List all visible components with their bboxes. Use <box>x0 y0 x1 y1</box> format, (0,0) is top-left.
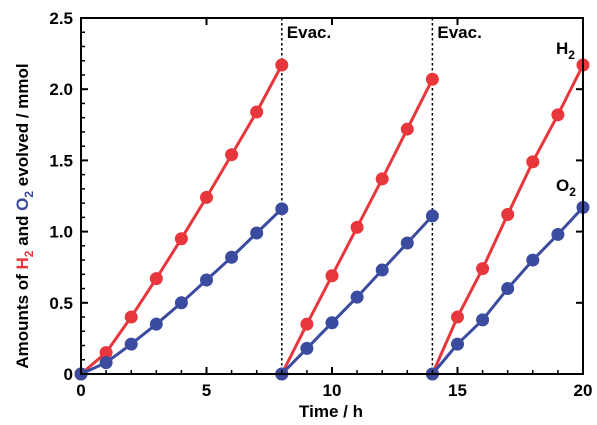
y-axis-title: Amounts of H2 and O2 evolved / mmol <box>13 63 36 368</box>
series-label-H2: H2 <box>556 39 575 62</box>
series-O2-point <box>225 250 239 264</box>
series-O2-point <box>501 282 515 296</box>
series-O2-point <box>526 253 540 267</box>
series-O2-point <box>124 337 138 351</box>
series-H2-point <box>99 346 113 360</box>
y-tick-label: 0 <box>64 365 73 384</box>
series-H2-point <box>350 220 364 234</box>
y-tick-label: 1.5 <box>49 151 73 170</box>
series-O2-point <box>300 341 314 355</box>
evac-label-1: Evac. <box>437 23 481 42</box>
series-O2-point <box>425 209 439 223</box>
series-H2-point <box>124 310 138 324</box>
x-tick-label: 10 <box>323 381 342 400</box>
series-H2-point <box>476 262 490 276</box>
y-tick-label: 2.0 <box>49 80 73 99</box>
series-O2-point <box>476 313 490 327</box>
y-tick-label: 1.0 <box>49 223 73 242</box>
series-H2-point <box>250 105 264 119</box>
y-tick-label: 0.5 <box>49 294 73 313</box>
x-tick-label: 20 <box>574 381 593 400</box>
series-O2-point <box>451 337 464 351</box>
y-tick-label: 2.5 <box>49 9 73 28</box>
series-O2-point <box>551 227 565 241</box>
series-H2-point <box>551 108 565 122</box>
x-tick-label: 0 <box>76 381 85 400</box>
series-O2-point <box>149 317 163 331</box>
series-H2-point <box>300 317 314 331</box>
series-O2-point <box>400 236 414 250</box>
x-tick-label: 5 <box>202 381 211 400</box>
series-O2-point <box>200 273 213 287</box>
series-H2-point <box>400 122 414 136</box>
series-H2-point <box>275 58 289 72</box>
series-H2-point <box>501 208 515 222</box>
series-H2-point <box>225 148 239 162</box>
series-H2-point <box>451 310 464 324</box>
x-axis-title: Time / h <box>299 402 363 421</box>
series-H2-point <box>174 232 188 246</box>
series-O2-point <box>350 290 364 304</box>
series-H2-point <box>149 272 163 286</box>
evac-label-0: Evac. <box>287 23 331 42</box>
series-label-O2: O2 <box>556 176 576 199</box>
series-H2-point <box>200 190 213 204</box>
series-H2-point <box>325 269 339 283</box>
series-H2-point <box>425 72 439 86</box>
plot-area: Evac. Evac. H2 O2 0 5 10 15 20 0 0.5 1.0 1.5 2.0 2.5 <box>49 9 592 400</box>
series-O2-point <box>325 316 339 330</box>
series-H2-point <box>526 155 540 169</box>
series-O2-point <box>174 296 188 310</box>
series-O2-point <box>250 226 264 240</box>
series-O2-point <box>99 356 113 370</box>
series-O2-point <box>275 202 289 216</box>
x-tick-label: 15 <box>448 381 467 400</box>
series-H2-point <box>375 172 389 186</box>
series-O2-point <box>375 263 389 277</box>
